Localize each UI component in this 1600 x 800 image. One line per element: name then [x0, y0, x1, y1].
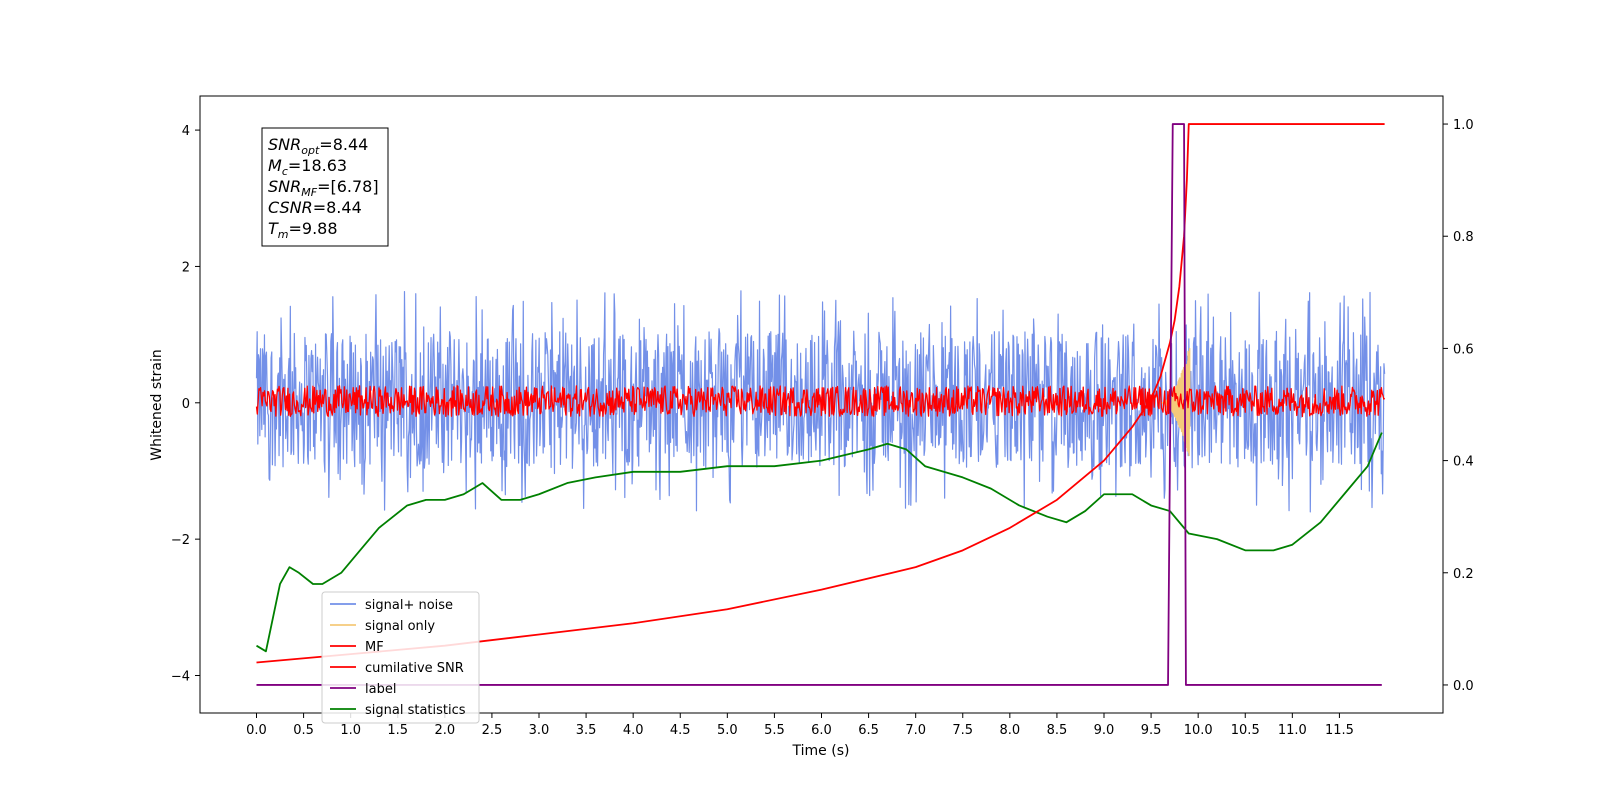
series-signal-noise: [255, 290, 1386, 513]
y-tick-label-left: 0: [182, 397, 190, 412]
y-tick-label-left: 2: [182, 260, 190, 275]
x-tick-label: 9.5: [1141, 723, 1162, 738]
x-tick-label: 7.5: [952, 723, 973, 738]
annotation-line: SNRMF=[6.78]: [268, 177, 379, 199]
y-tick-label-right: 0.2: [1453, 567, 1474, 582]
x-axis-label: Time (s): [792, 743, 850, 759]
annotation-line: Mc=18.63: [268, 156, 347, 178]
legend-label: MF: [365, 640, 384, 655]
annotation-line: Tm=9.88: [268, 219, 338, 241]
x-tick-label: 8.5: [1047, 723, 1068, 738]
x-tick-label: 3.0: [529, 723, 550, 738]
x-tick-label: 6.5: [858, 723, 879, 738]
legend: signal+ noise signal only MF cumilative SNR…: [321, 591, 480, 724]
y-tick-label-right: 0.6: [1453, 342, 1474, 357]
x-tick-label: 2.0: [434, 723, 455, 738]
x-tick-label: 10.5: [1231, 723, 1260, 738]
axes-layer: 0.0 0.5 1.0 1.5 2.0 2.5 3.0 3.5 4.0 4.5 5.0 5.5 6.0 6…: [171, 118, 1474, 738]
legend-label: signal+ noise: [365, 598, 453, 613]
annotation-line: SNRopt=8.44: [268, 135, 368, 157]
series-cumilative-snr: [256, 123, 1385, 664]
x-tick-label: 5.0: [717, 723, 738, 738]
x-tick-label: 9.0: [1094, 723, 1115, 738]
annotation-frame: [261, 127, 389, 247]
y-axis-label: Whitened strain: [149, 349, 165, 460]
x-tick-label: 8.0: [999, 723, 1020, 738]
legend-label: signal statistics: [365, 703, 466, 718]
x-tick-label: 1.0: [340, 723, 361, 738]
x-tick-label: 7.0: [905, 723, 926, 738]
series-label: [256, 123, 1382, 686]
y-tick-label-left: −4: [171, 670, 190, 685]
x-tick-label: 2.5: [482, 723, 503, 738]
y-tick-label-left: −2: [171, 533, 190, 548]
series-mf: [255, 385, 1386, 418]
series-layer: [255, 123, 1386, 686]
legend-frame: [321, 591, 480, 724]
x-tick-label: 4.5: [670, 723, 691, 738]
x-tick-label: 0.0: [246, 723, 267, 738]
x-tick-label: 10.0: [1184, 723, 1213, 738]
x-tick-label: 5.5: [764, 723, 785, 738]
x-tick-label: 0.5: [293, 723, 314, 738]
y-tick-label-right: 0.4: [1453, 455, 1474, 470]
annotation-box: SNRopt=8.44Mc=18.63SNRMF=[6.78]CSNR=8.44…: [261, 127, 389, 247]
legend-label: cumilative SNR: [365, 661, 464, 676]
annotation-line: CSNR=8.44: [268, 198, 362, 217]
x-tick-label: 4.0: [623, 723, 644, 738]
x-tick-label: 1.5: [387, 723, 408, 738]
x-tick-label: 11.5: [1325, 723, 1354, 738]
y-tick-label-left: 4: [182, 124, 190, 139]
series-signal-statistics: [256, 432, 1383, 653]
y-tick-label-right: 0.8: [1453, 230, 1474, 245]
x-tick-label: 6.0: [811, 723, 832, 738]
y-tick-label-right: 0.0: [1453, 679, 1474, 694]
y-tick-label-right: 1.0: [1453, 118, 1474, 133]
x-tick-label: 3.5: [576, 723, 597, 738]
x-tick-label: 11.0: [1278, 723, 1307, 738]
legend-label: signal only: [365, 619, 435, 634]
legend-label: label: [365, 682, 396, 697]
